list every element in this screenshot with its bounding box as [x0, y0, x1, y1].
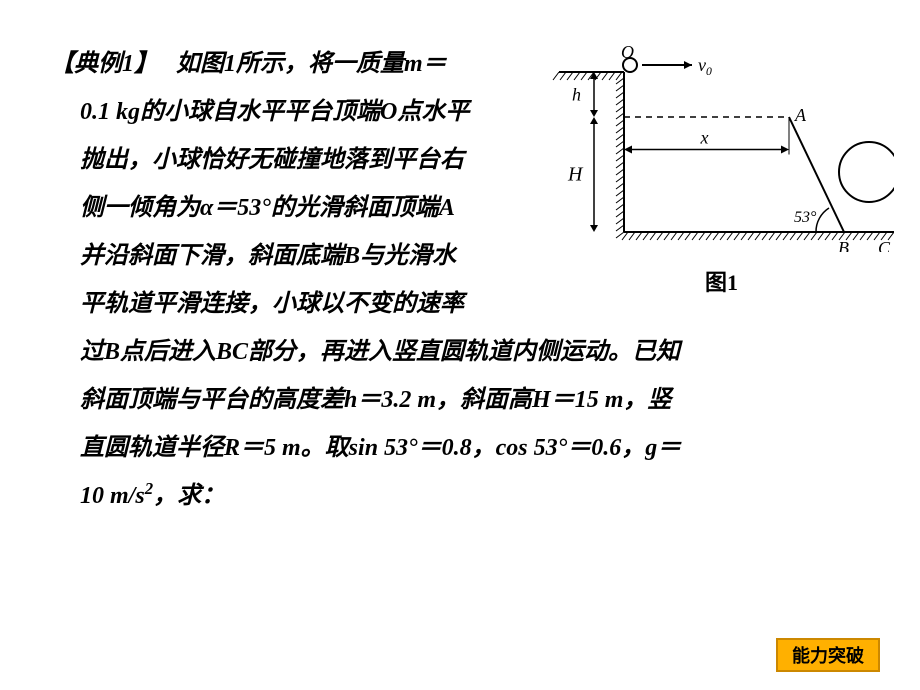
- svg-text:B: B: [838, 238, 849, 252]
- svg-text:h: h: [572, 85, 581, 105]
- ability-breakthrough-button[interactable]: 能力突破: [776, 638, 880, 672]
- example-label: 【典例1】: [50, 51, 146, 77]
- var-m: m: [404, 51, 423, 77]
- t1: 如图1所示，将一质量: [176, 51, 404, 77]
- t9b: ＝5 m。取sin 53°＝0.8，cos 53°＝0.6，: [240, 435, 645, 461]
- svg-text:C: C: [878, 238, 891, 252]
- t3: 抛出，小球恰好无碰撞地落到平台右: [80, 147, 464, 173]
- figure-1: Ov0hHxA53°BCD 图1: [549, 42, 894, 297]
- t2a: 0.1 kg的小球自水平平台顶端: [80, 99, 380, 125]
- figure-caption: 图1: [549, 265, 894, 297]
- var-H: H: [532, 387, 551, 413]
- t5a: 并沿斜面下滑，斜面底端: [80, 243, 344, 269]
- t7b: 点后进入: [120, 339, 216, 365]
- t2b: 点水平: [397, 99, 469, 125]
- t9c: ＝: [657, 435, 681, 461]
- t10a: 10 m/s: [80, 483, 145, 509]
- svg-text:x: x: [700, 128, 709, 148]
- var-BC: BC: [216, 339, 248, 365]
- svg-text:H: H: [567, 164, 584, 186]
- t10sup: 2: [145, 479, 153, 498]
- var-g: g: [645, 435, 657, 461]
- var-A: A: [439, 195, 455, 221]
- t7c: 部分，再进入竖直圆轨道内侧运动。已知: [248, 339, 680, 365]
- t7a: 过: [80, 339, 104, 365]
- t4b: ＝53°的光滑斜面顶端: [213, 195, 439, 221]
- var-O: O: [380, 99, 397, 125]
- t8c: ＝15 m，竖: [551, 387, 672, 413]
- svg-text:53°: 53°: [794, 209, 817, 226]
- t8b: ＝3.2 m，斜面高: [357, 387, 532, 413]
- eq1: ＝: [423, 51, 447, 77]
- t4a: 侧一倾角为: [80, 195, 200, 221]
- svg-text:A: A: [794, 105, 807, 125]
- var-R: R: [224, 435, 240, 461]
- var-B: B: [344, 243, 360, 269]
- var-h: h: [344, 387, 357, 413]
- t8a: 斜面顶端与平台的高度差: [80, 387, 344, 413]
- var-B2: B: [104, 339, 120, 365]
- physics-diagram: Ov0hHxA53°BCD: [549, 42, 894, 252]
- svg-text:O: O: [621, 42, 634, 62]
- var-alpha: α: [200, 195, 213, 221]
- svg-text:v0: v0: [698, 55, 712, 78]
- t6: 平轨道平滑连接，小球以不变的速率: [80, 291, 464, 317]
- t9a: 直圆轨道半径: [80, 435, 224, 461]
- t10b: ，求：: [153, 483, 225, 509]
- t5b: 与光滑水: [360, 243, 456, 269]
